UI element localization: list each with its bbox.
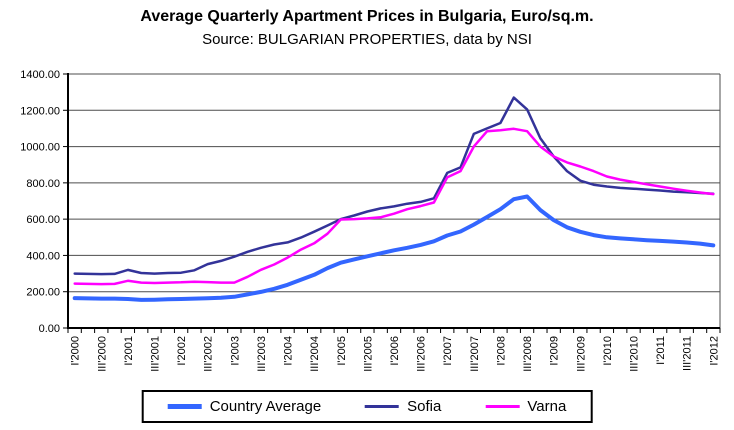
svg-text:I'2010: I'2010 [602,336,614,366]
svg-text:1200.00: 1200.00 [20,105,60,117]
svg-text:I'2005: I'2005 [336,336,348,366]
svg-text:I'2004: I'2004 [283,336,295,366]
svg-text:I'2001: I'2001 [123,336,135,366]
svg-text:III'2000: III'2000 [96,336,108,372]
svg-text:1000.00: 1000.00 [20,142,60,154]
varna-line-swatch [485,405,520,408]
svg-text:I'2009: I'2009 [549,336,561,366]
svg-text:I'2006: I'2006 [389,336,401,366]
svg-text:I'2002: I'2002 [176,336,188,366]
legend-item-country-average: Country Average [167,398,322,415]
legend-label-varna: Varna [527,398,567,415]
svg-text:I'2011: I'2011 [655,336,667,365]
svg-text:I'2008: I'2008 [495,336,507,366]
chart-legend: Country Average Sofia Varna [141,390,593,423]
svg-text:III'2001: III'2001 [149,336,161,372]
legend-item-varna: Varna [485,398,566,415]
svg-text:I'2007: I'2007 [442,336,454,366]
legend-label-sofia: Sofia [407,398,442,415]
country-average-line-swatch [167,404,202,409]
chart-subtitle: Source: BULGARIAN PROPERTIES, data by NS… [202,31,532,48]
svg-text:1400.00: 1400.00 [20,69,60,81]
svg-text:I'2000: I'2000 [70,336,82,366]
chart-title: Average Quarterly Apartment Prices in Bu… [140,8,594,25]
svg-text:0.00: 0.00 [39,323,60,335]
svg-text:III'2004: III'2004 [309,336,321,372]
svg-text:III'2009: III'2009 [575,336,587,372]
svg-text:III'2007: III'2007 [469,336,481,372]
svg-text:600.00: 600.00 [26,214,60,226]
svg-text:III'2011: III'2011 [682,336,694,371]
svg-text:III'2003: III'2003 [256,336,268,372]
svg-text:I'2003: I'2003 [229,336,241,366]
legend-label-country-average: Country Average [209,398,322,415]
svg-text:III'2005: III'2005 [362,336,374,372]
sofia-line-swatch [365,405,400,408]
legend-item-sofia: Sofia [365,398,441,415]
svg-text:I'2012: I'2012 [708,336,720,366]
svg-text:III'2002: III'2002 [203,336,215,372]
svg-text:200.00: 200.00 [26,287,60,299]
svg-text:800.00: 800.00 [26,178,60,190]
svg-text:III'2010: III'2010 [629,336,641,372]
svg-text:III'2006: III'2006 [416,336,428,372]
svg-text:400.00: 400.00 [26,250,60,262]
svg-text:III'2008: III'2008 [522,336,534,372]
